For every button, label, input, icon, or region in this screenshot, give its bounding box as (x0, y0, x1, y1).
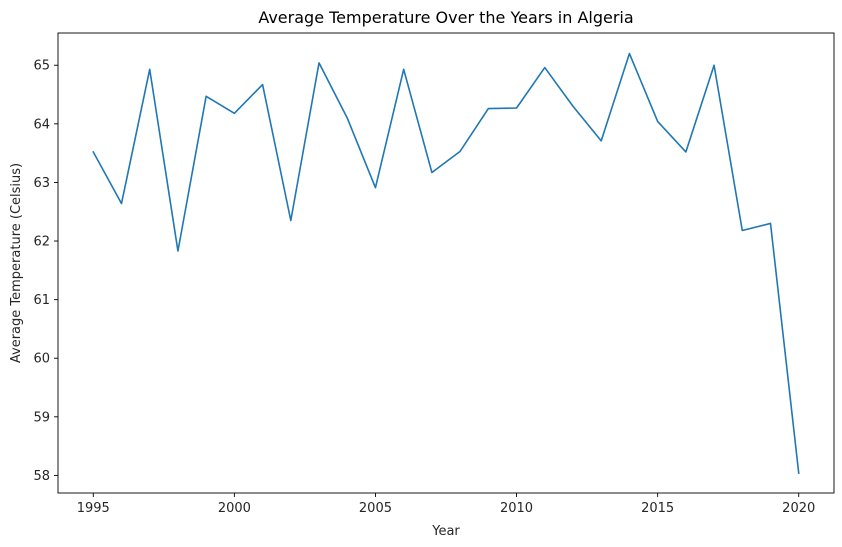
x-tick-label: 2015 (641, 501, 674, 516)
plot-frame (57, 32, 835, 494)
y-tick-label: 58 (33, 469, 50, 484)
x-tick-label: 2020 (782, 501, 815, 516)
x-axis-title: Year (431, 524, 460, 539)
y-axis-ticks: 58 59 60 61 62 63 64 65 (33, 59, 58, 484)
chart-title: Average Temperature Over the Years in Al… (258, 8, 633, 27)
y-tick-label: 60 (33, 352, 50, 367)
x-axis-ticks: 1995 2000 2005 2010 2015 2020 (77, 493, 815, 516)
y-tick-label: 61 (33, 293, 50, 308)
y-tick-label: 64 (33, 117, 50, 132)
x-tick-label: 1995 (77, 501, 110, 516)
series-line-algeria-temperature (92, 52, 800, 474)
plot-area (92, 52, 800, 474)
y-axis-title: Average Temperature (Celsius) (9, 163, 24, 363)
x-tick-label: 2000 (218, 501, 251, 516)
y-tick-label: 59 (33, 410, 50, 425)
x-tick-label: 2005 (359, 501, 392, 516)
y-tick-label: 62 (33, 235, 50, 250)
x-tick-label: 2010 (500, 501, 533, 516)
y-tick-label: 63 (33, 176, 50, 191)
y-tick-label: 65 (33, 59, 50, 74)
